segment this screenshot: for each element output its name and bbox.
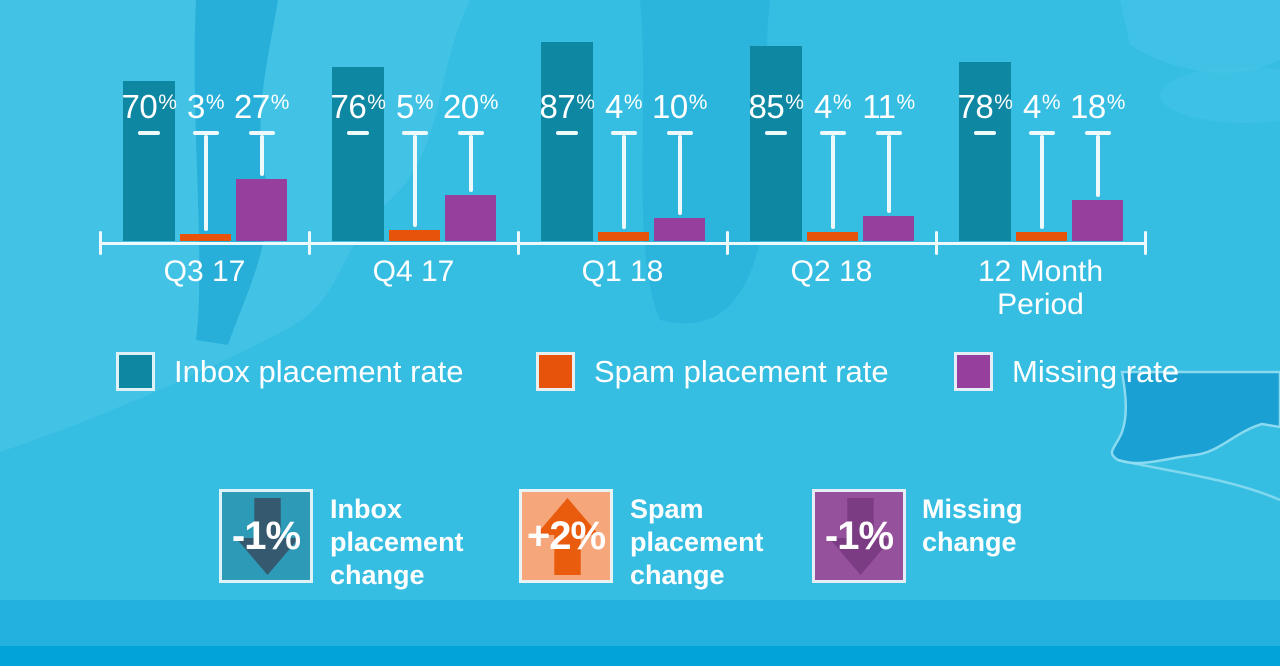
legend-label: Inbox placement rate — [174, 353, 464, 389]
x-axis-tick — [516, 231, 520, 255]
stem-cap — [819, 131, 846, 135]
missing-rate-swatch — [954, 352, 993, 391]
stem-cap — [401, 131, 428, 135]
stem-line — [1039, 135, 1044, 229]
stem-cap — [248, 131, 275, 135]
missing-rate-bar — [654, 218, 705, 241]
legend-item-inbox-placement-rate: Inbox placement rate — [116, 352, 464, 391]
x-axis-tick — [725, 231, 729, 255]
stem-cap — [666, 131, 693, 135]
category-label: 12 Month Period — [936, 255, 1145, 321]
stem-cap — [192, 131, 219, 135]
stem-line — [830, 135, 835, 229]
change-value: -1% — [231, 513, 301, 558]
inbox-placement-rate-bar — [123, 81, 175, 241]
spam-placement-rate-swatch — [536, 352, 575, 391]
x-axis-line — [100, 242, 1145, 245]
spam-placement-rate-bar — [598, 232, 649, 241]
stem-cap — [1084, 131, 1111, 135]
stem-cap — [875, 131, 902, 135]
label-dash — [765, 131, 787, 135]
stem-line — [1095, 135, 1100, 197]
label-dash — [974, 131, 996, 135]
label-dash — [347, 131, 369, 135]
x-axis-tick — [934, 231, 938, 255]
change-label: Missing change — [922, 494, 1023, 557]
legend-label: Missing rate — [1012, 353, 1180, 389]
stem-line — [886, 135, 891, 213]
category-label-text: Q2 18 — [790, 255, 873, 288]
category-label-text: Q1 18 — [581, 255, 664, 288]
legend-item-spam-placement-rate: Spam placement rate — [536, 352, 889, 391]
stem-cap — [457, 131, 484, 135]
change-label: Spam placement change — [630, 494, 764, 590]
stem-cap — [1028, 131, 1055, 135]
change-label: Inbox placement change — [330, 494, 464, 590]
x-axis-tick — [1143, 231, 1147, 255]
spam-placement-rate-bar — [389, 230, 440, 241]
stem-line — [259, 135, 264, 176]
spam-placement-rate-bar — [807, 232, 858, 241]
change-value: +2% — [526, 513, 606, 558]
category-label: Q3 17 — [100, 255, 309, 288]
spam-placement-rate-bar — [1016, 232, 1067, 241]
map-landmass-dark — [194, 0, 278, 345]
category-label: Q2 18 — [727, 255, 936, 288]
map-landmass-light-3 — [1160, 67, 1280, 123]
category-label-text: Q3 17 — [163, 255, 246, 288]
x-axis-tick — [307, 231, 311, 255]
category-label-text: 12 Month Period — [977, 255, 1104, 321]
legend-item-missing-rate: Missing rate — [954, 352, 1179, 391]
inbox-placement-rate-bar — [750, 46, 802, 241]
category-label: Q4 17 — [309, 255, 518, 288]
missing-rate-bar — [863, 216, 914, 241]
change-value: -1% — [824, 513, 894, 558]
map-bottom-band — [0, 646, 1280, 666]
map-landmass-light-2 — [1120, 0, 1280, 73]
spam-placement-rate-bar — [180, 234, 231, 241]
stem-line — [621, 135, 626, 229]
category-label: Q1 18 — [518, 255, 727, 288]
label-dash — [556, 131, 578, 135]
stem-cap — [610, 131, 637, 135]
inbox-placement-rate-bar — [332, 67, 384, 241]
inbox-placement-rate-swatch — [116, 352, 155, 391]
inbox-placement-rate-bar — [959, 62, 1011, 241]
inbox-placement-rate-bar — [541, 42, 593, 241]
x-axis-tick — [98, 231, 102, 255]
stem-line — [203, 135, 208, 231]
spam-placement-change-box: +2% — [519, 489, 613, 583]
missing-rate-bar — [1072, 200, 1123, 241]
label-dash — [138, 131, 160, 135]
legend-label: Spam placement rate — [594, 353, 889, 389]
stem-line — [412, 135, 417, 227]
missing-change-box: -1% — [812, 489, 906, 583]
stem-line — [677, 135, 682, 215]
inbox-placement-change-box: -1% — [219, 489, 313, 583]
missing-rate-bar — [236, 179, 287, 241]
stem-line — [468, 135, 473, 192]
category-label-text: Q4 17 — [372, 255, 455, 288]
missing-rate-bar — [445, 195, 496, 241]
map-coastline — [1117, 458, 1280, 502]
